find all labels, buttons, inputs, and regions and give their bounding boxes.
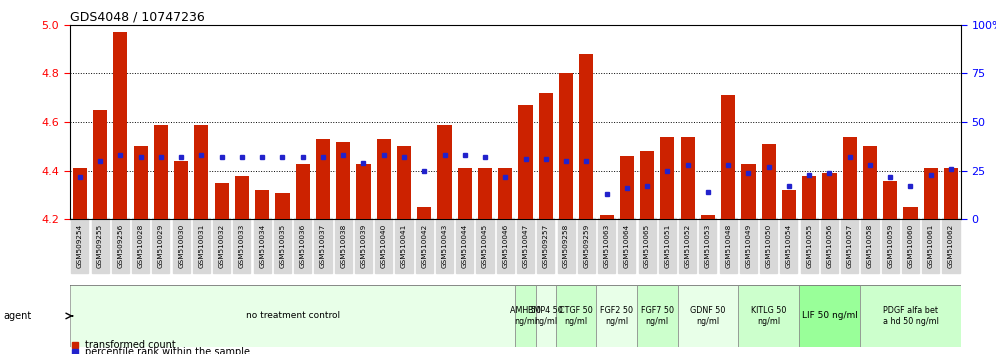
Bar [536, 285, 556, 347]
Bar [863, 147, 877, 219]
Bar [799, 285, 860, 347]
Text: percentile rank within the sample: percentile rank within the sample [85, 347, 250, 354]
Bar [397, 147, 411, 219]
Bar [133, 147, 147, 219]
Bar [93, 110, 108, 219]
Bar [559, 74, 573, 219]
Text: CTGF 50
ng/ml: CTGF 50 ng/ml [560, 306, 593, 326]
Bar [357, 164, 371, 219]
Bar [194, 125, 208, 219]
Bar [721, 95, 735, 219]
Text: PDGF alfa bet
a hd 50 ng/ml: PDGF alfa bet a hd 50 ng/ml [882, 306, 938, 326]
Bar [214, 183, 229, 219]
Text: transformed count: transformed count [85, 340, 175, 350]
Text: KITLG 50
ng/ml: KITLG 50 ng/ml [751, 306, 787, 326]
Bar [677, 285, 738, 347]
Bar [903, 207, 917, 219]
Bar [235, 176, 249, 219]
Bar [640, 151, 654, 219]
Bar [741, 164, 756, 219]
Bar [376, 139, 390, 219]
Bar [660, 137, 674, 219]
Bar [823, 173, 837, 219]
Bar [637, 285, 677, 347]
Bar [498, 169, 512, 219]
Bar [255, 190, 269, 219]
Text: GDS4048 / 10747236: GDS4048 / 10747236 [70, 11, 204, 24]
Bar [620, 156, 633, 219]
Bar [802, 176, 817, 219]
Bar [860, 285, 961, 347]
Bar [762, 144, 776, 219]
Bar [336, 142, 351, 219]
Bar [580, 54, 594, 219]
Text: agent: agent [3, 311, 31, 321]
Bar [296, 164, 310, 219]
Text: LIF 50 ng/ml: LIF 50 ng/ml [802, 312, 858, 320]
Bar [782, 190, 796, 219]
Bar [843, 137, 857, 219]
Bar [458, 169, 472, 219]
Bar [73, 169, 87, 219]
Bar [417, 207, 431, 219]
Bar [516, 285, 536, 347]
Bar [883, 181, 897, 219]
Text: AMH 50
ng/ml: AMH 50 ng/ml [510, 306, 541, 326]
Text: BMP4 50
ng/ml: BMP4 50 ng/ml [529, 306, 563, 326]
Bar [70, 285, 516, 347]
Bar [923, 169, 938, 219]
Bar [597, 285, 637, 347]
Bar [437, 125, 451, 219]
Bar [275, 193, 290, 219]
Bar [539, 93, 553, 219]
Bar [316, 139, 330, 219]
Bar [114, 32, 127, 219]
Text: GDNF 50
ng/ml: GDNF 50 ng/ml [690, 306, 725, 326]
Text: no treatment control: no treatment control [245, 312, 340, 320]
Bar [738, 285, 799, 347]
Bar [600, 215, 614, 219]
Bar [944, 169, 958, 219]
Bar [153, 125, 168, 219]
Bar [701, 215, 715, 219]
Bar [680, 137, 695, 219]
Bar [519, 105, 533, 219]
Bar [556, 285, 597, 347]
Text: FGF2 50
ng/ml: FGF2 50 ng/ml [601, 306, 633, 326]
Bar [478, 169, 492, 219]
Text: FGF7 50
ng/ml: FGF7 50 ng/ml [640, 306, 673, 326]
Bar [174, 161, 188, 219]
